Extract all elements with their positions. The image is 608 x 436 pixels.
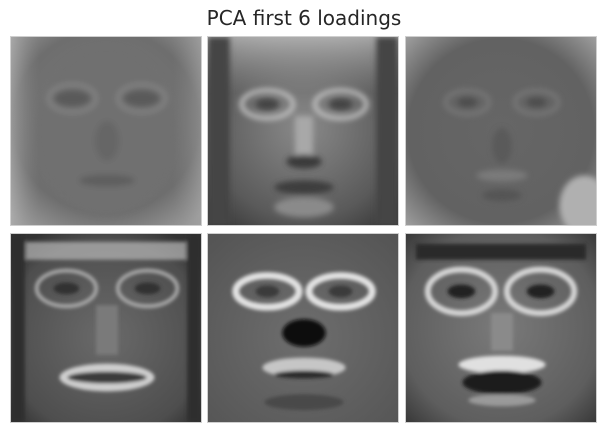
loading-image-4 [10,233,202,423]
loading-image-3 [405,36,597,226]
loading-image-2 [207,36,399,226]
loading-image-5 [207,233,399,423]
figure-title: PCA first 6 loadings [206,6,402,30]
loading-image-1 [10,36,202,226]
loading-image-6 [405,233,597,423]
